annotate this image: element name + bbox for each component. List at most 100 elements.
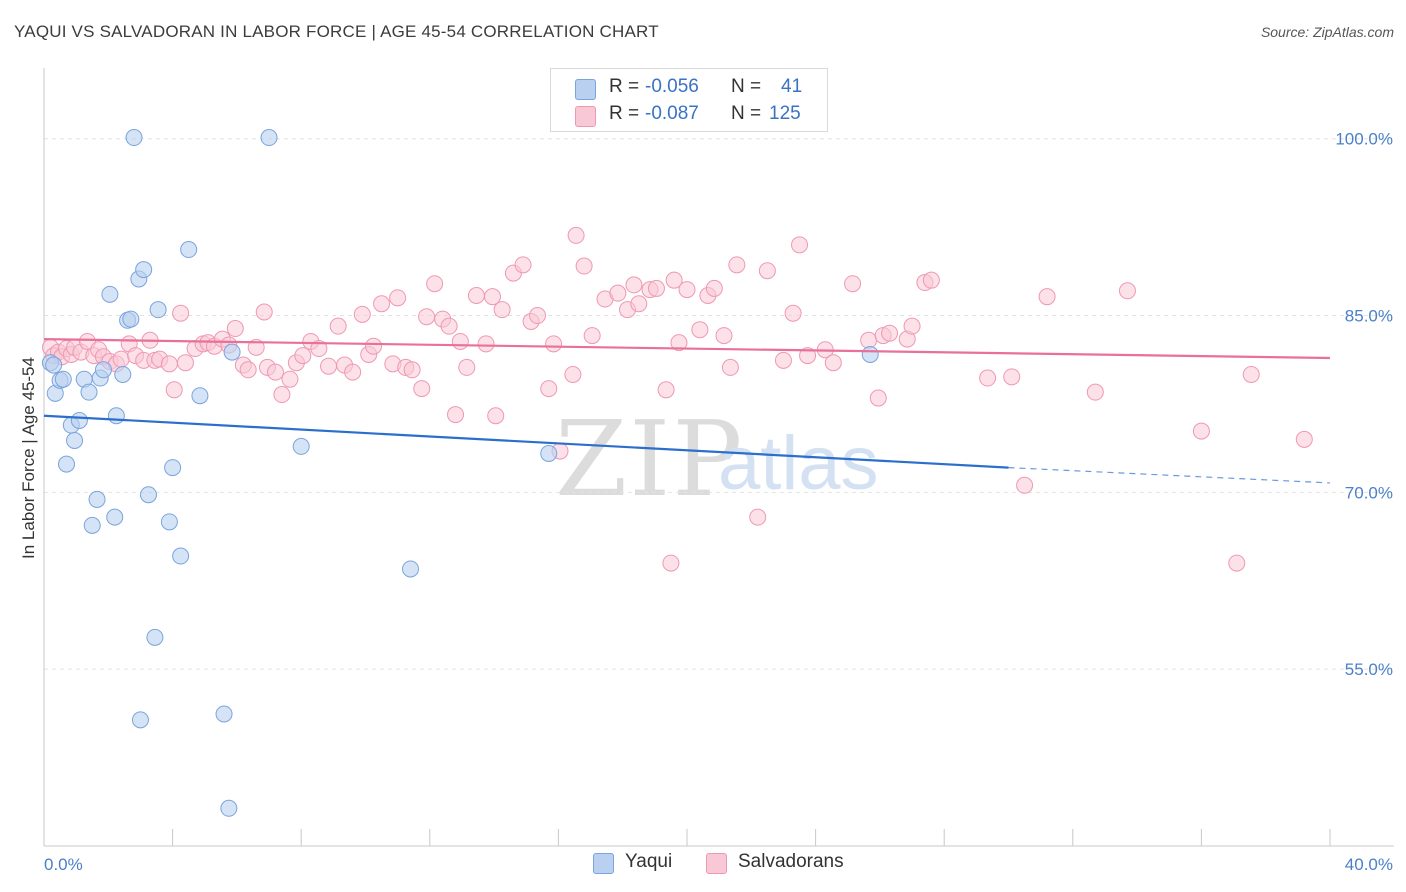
- salvadoran-point: [1295, 430, 1313, 448]
- yaqui-point: [172, 547, 190, 565]
- yaqui-point: [160, 513, 178, 531]
- yaqui-point: [54, 370, 72, 388]
- salvadoran-point: [784, 304, 802, 322]
- yaqui-trend-extension: [1008, 467, 1331, 484]
- salvadoran-point: [165, 381, 183, 399]
- yaqui-point: [215, 705, 233, 723]
- legend-r-label: R =: [609, 76, 640, 97]
- yaqui-point: [131, 711, 149, 729]
- yaqui-point: [180, 241, 198, 259]
- salvadoran-point: [483, 288, 501, 306]
- legend-r-value: -0.056: [645, 76, 699, 97]
- series-salvadorans: [41, 226, 1313, 572]
- legend-n-label: N =: [731, 103, 762, 124]
- salvadoran-point: [320, 357, 338, 375]
- yaqui-point: [94, 361, 112, 379]
- salvadoran-point: [564, 365, 582, 383]
- watermark-atlas: atlas: [718, 421, 879, 506]
- salvadoran-point: [1086, 383, 1104, 401]
- x-tick-label: 40.0%: [1345, 855, 1393, 874]
- legend-n-label: N =: [731, 76, 762, 97]
- salvadoran-point: [176, 354, 194, 372]
- salvadoran-point: [662, 554, 680, 572]
- salvadoran-point: [678, 281, 696, 299]
- salvadoran-point: [774, 351, 792, 369]
- legend-r-label: R =: [609, 103, 640, 124]
- salvadoran-point: [721, 358, 739, 376]
- salvadoran-point: [266, 363, 284, 381]
- salvadoran-point: [373, 295, 391, 313]
- salvadoran-point: [1192, 422, 1210, 440]
- tick-labels: 55.0% 70.0% 85.0% 100.0% 0.0% 40.0%: [44, 130, 1393, 874]
- salvadoran-point: [791, 236, 809, 254]
- yaqui-point: [164, 459, 182, 477]
- y-tick-label: 100.0%: [1335, 130, 1393, 149]
- watermark-zip: ZIP: [555, 398, 745, 520]
- salvadoran-point: [869, 389, 887, 407]
- salvadoran-point: [447, 406, 465, 424]
- legend-label-yaqui: Yaqui: [625, 851, 673, 872]
- chart-title: YAQUI VS SALVADORAN IN LABOR FORCE | AGE…: [14, 22, 659, 41]
- yaqui-point: [540, 444, 558, 462]
- yaqui-point: [107, 407, 125, 425]
- yaqui-point: [70, 411, 88, 429]
- salvadoran-trend-line: [43, 338, 1331, 360]
- yaqui-point: [88, 490, 106, 508]
- salvadoran-point: [458, 358, 476, 376]
- series-yaqui: [41, 129, 879, 817]
- salvadoran-point: [477, 335, 495, 353]
- salvadoran-point: [255, 303, 273, 321]
- salvadoran-point: [647, 279, 665, 297]
- salvadoran-point: [389, 289, 407, 307]
- salvadoran-point: [567, 226, 585, 244]
- salvadoran-point: [451, 332, 469, 350]
- salvadoran-point: [493, 301, 511, 319]
- salvadoran-point: [758, 262, 776, 280]
- salvadoran-point: [172, 304, 190, 322]
- salvadoran-point: [514, 256, 532, 274]
- yaqui-point: [260, 129, 278, 147]
- salvadoran-point: [824, 354, 842, 372]
- salvadoran-point: [979, 369, 997, 387]
- salvadoran-point: [1228, 554, 1246, 572]
- salvadoran-point: [294, 347, 312, 365]
- salvadoran-point: [691, 321, 709, 339]
- salvadoran-point: [226, 320, 244, 338]
- legend-swatch-yaqui: [575, 79, 596, 100]
- salvadoran-point: [529, 307, 547, 325]
- salvadoran-point: [670, 334, 688, 352]
- salvadoran-point: [440, 317, 458, 335]
- y-tick-label: 70.0%: [1345, 483, 1393, 502]
- legend-swatch-salvadorans: [706, 853, 727, 874]
- yaqui-point: [114, 365, 132, 383]
- salvadoran-point: [344, 363, 362, 381]
- salvadoran-point: [881, 324, 899, 342]
- yaqui-point: [135, 261, 153, 279]
- salvadoran-point: [922, 271, 940, 289]
- legend-swatch-salvadoran: [575, 106, 596, 127]
- series-legend: Yaqui Salvadorans: [0, 850, 1406, 880]
- salvadoran-point: [310, 340, 328, 358]
- salvadoran-point: [545, 335, 563, 353]
- salvadoran-point: [625, 276, 643, 294]
- legend-label-salvadorans: Salvadorans: [738, 851, 844, 872]
- salvadoran-point: [487, 407, 505, 425]
- salvadoran-point: [467, 287, 485, 305]
- salvadoran-point: [365, 337, 383, 355]
- stats-legend: R = -0.056 N = 41 R = -0.087 N = 125: [550, 68, 828, 132]
- salvadoran-point: [353, 305, 371, 323]
- salvadoran-point: [799, 347, 817, 365]
- salvadoran-point: [728, 256, 746, 274]
- yaqui-point: [223, 343, 241, 361]
- yaqui-point: [58, 455, 76, 473]
- salvadoran-point: [705, 279, 723, 297]
- yaqui-point: [66, 431, 84, 449]
- axes: [43, 68, 1394, 847]
- yaqui-point: [402, 560, 420, 578]
- yaqui-point: [220, 799, 238, 817]
- yaqui-point: [292, 437, 310, 455]
- yaqui-point: [80, 383, 98, 401]
- salvadoran-point: [1242, 365, 1260, 383]
- salvadoran-point: [1003, 368, 1021, 386]
